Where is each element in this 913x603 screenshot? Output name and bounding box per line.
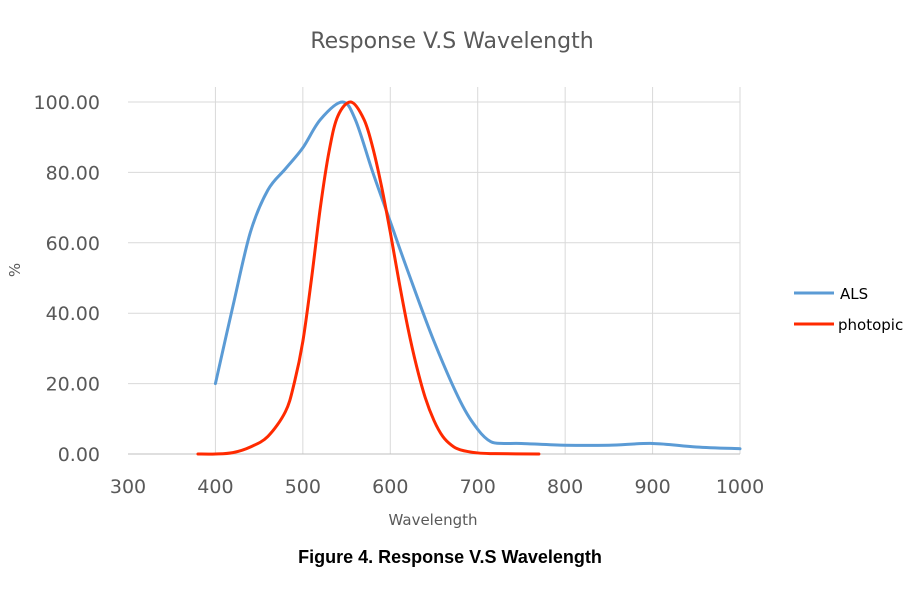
x-tick-label: 500 xyxy=(285,476,321,498)
figure-caption: Figure 4. Response V.S Wavelength xyxy=(298,547,602,567)
series-line-photopic xyxy=(196,100,541,456)
x-tick-label: 900 xyxy=(634,476,670,498)
y-axis-label: % xyxy=(6,263,24,277)
x-tick-label: 800 xyxy=(547,476,583,498)
series-lines xyxy=(196,100,742,456)
gridlines xyxy=(128,87,741,455)
legend-label-photopic: photopic xyxy=(838,316,903,334)
x-tick-label: 400 xyxy=(197,476,233,498)
x-tick-label: 300 xyxy=(110,476,146,498)
y-tick-label: 100.00 xyxy=(34,92,100,114)
chart-title: Response V.S Wavelength xyxy=(310,29,593,54)
y-tick-label: 80.00 xyxy=(46,162,100,184)
legend: ALS photopic xyxy=(794,285,903,334)
series-line-ALS xyxy=(213,100,742,451)
x-axis-label: Wavelength xyxy=(389,511,478,529)
x-tick-label: 1000 xyxy=(716,476,764,498)
x-tick-label: 600 xyxy=(372,476,408,498)
tick-labels: 300 400 500 600 700 800 900 1000 0.00 20.00 40.00 6… xyxy=(34,92,765,498)
y-tick-label: 20.00 xyxy=(46,374,100,396)
x-tick-label: 700 xyxy=(460,476,496,498)
y-tick-label: 40.00 xyxy=(46,303,100,325)
y-tick-label: 0.00 xyxy=(58,444,100,466)
legend-label-als: ALS xyxy=(840,285,868,303)
y-tick-label: 60.00 xyxy=(46,233,100,255)
